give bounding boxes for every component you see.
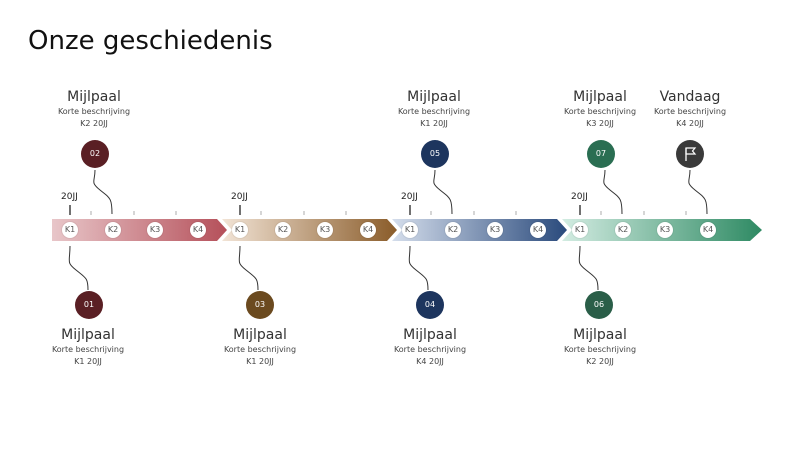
year-label: 20JJ [61, 192, 78, 202]
milestone-badge-02[interactable]: 02 [81, 140, 109, 168]
quarter-marker: K1 [572, 222, 588, 238]
milestone-description: Korte beschrijving [563, 107, 637, 116]
connector-03 [238, 245, 259, 291]
milestone-07: Mijlpaal Korte beschrijving K3 20JJ [530, 88, 670, 130]
quarter-marker: K1 [62, 222, 78, 238]
milestone-date: K1 20JJ [246, 357, 274, 366]
milestone-date: K1 20JJ [420, 119, 448, 128]
milestone-06: Mijlpaal Korte beschrijving K2 20JJ [530, 326, 670, 368]
milestone-title: Mijlpaal [233, 327, 287, 343]
quarter-marker: K1 [402, 222, 418, 238]
quarter-marker: K2 [105, 222, 121, 238]
quarter-marker: K3 [147, 222, 163, 238]
milestone-badge-01[interactable]: 01 [75, 291, 103, 319]
year-label: 20JJ [401, 192, 418, 202]
milestone-badge-07[interactable]: 07 [587, 140, 615, 168]
quarter-marker: K2 [615, 222, 631, 238]
milestone-description: Korte beschrijving [223, 345, 297, 354]
milestone-01: Mijlpaal Korte beschrijving K1 20JJ [18, 326, 158, 368]
connector-today [688, 169, 708, 215]
connector-05 [433, 169, 453, 215]
milestone-date: K4 20JJ [416, 357, 444, 366]
milestone-03: Mijlpaal Korte beschrijving K1 20JJ [190, 326, 330, 368]
milestone-today: Vandaag Korte beschrijving K4 20JJ [620, 88, 760, 130]
milestone-title: Mijlpaal [573, 89, 627, 105]
milestone-05: Mijlpaal Korte beschrijving K1 20JJ [364, 88, 504, 130]
milestone-badge-06[interactable]: 06 [585, 291, 613, 319]
milestone-title: Mijlpaal [61, 327, 115, 343]
quarter-marker: K2 [445, 222, 461, 238]
milestone-date: K3 20JJ [586, 119, 614, 128]
milestone-02: Mijlpaal Korte beschrijving K2 20JJ [24, 88, 164, 130]
quarter-ticks [90, 211, 687, 215]
connector-04 [408, 245, 429, 291]
today-date: K4 20JJ [676, 119, 704, 128]
milestone-date: K2 20JJ [586, 357, 614, 366]
milestone-description: Korte beschrijving [57, 107, 131, 116]
connector-07 [603, 169, 623, 215]
milestone-badge-03[interactable]: 03 [246, 291, 274, 319]
milestone-description: Korte beschrijving [563, 345, 637, 354]
milestone-title: Mijlpaal [407, 89, 461, 105]
today-title: Vandaag [659, 89, 721, 105]
year-label: 20JJ [231, 192, 248, 202]
milestone-description: Korte beschrijving [393, 345, 467, 354]
quarter-marker: K1 [232, 222, 248, 238]
milestone-title: Mijlpaal [573, 327, 627, 343]
flag-icon [685, 147, 697, 161]
quarter-marker: K2 [275, 222, 291, 238]
quarter-marker: K3 [487, 222, 503, 238]
milestone-badge-05[interactable]: 05 [421, 140, 449, 168]
milestone-title: Mijlpaal [403, 327, 457, 343]
quarter-marker: K4 [700, 222, 716, 238]
milestone-description: Korte beschrijving [51, 345, 125, 354]
timeline-segment-1 [52, 219, 227, 241]
timeline-segment-3 [392, 219, 567, 241]
quarter-marker: K3 [657, 222, 673, 238]
quarter-marker: K3 [317, 222, 333, 238]
milestone-date: K2 20JJ [80, 119, 108, 128]
timeline-segment-2 [222, 219, 397, 241]
milestone-description: Korte beschrijving [397, 107, 471, 116]
page-title: Onze geschiedenis [28, 26, 273, 56]
connector-01 [68, 245, 89, 291]
year-label: 20JJ [571, 192, 588, 202]
quarter-marker: K4 [190, 222, 206, 238]
milestone-04: Mijlpaal Korte beschrijving K4 20JJ [360, 326, 500, 368]
milestone-date: K1 20JJ [74, 357, 102, 366]
today-badge[interactable] [676, 140, 704, 168]
quarter-marker: K4 [530, 222, 546, 238]
connector-02 [93, 169, 113, 215]
milestone-badge-04[interactable]: 04 [416, 291, 444, 319]
connector-06 [578, 245, 599, 291]
today-description: Korte beschrijving [653, 107, 727, 116]
milestone-title: Mijlpaal [67, 89, 121, 105]
quarter-marker: K4 [360, 222, 376, 238]
